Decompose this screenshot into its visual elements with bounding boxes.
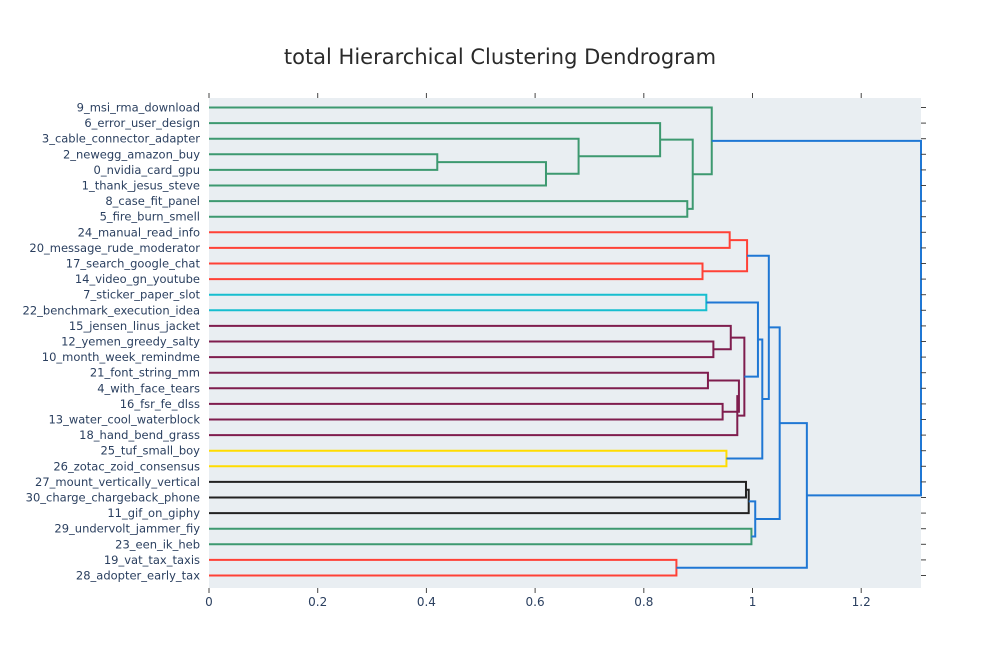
- leaf-label: 23_een_ik_heb: [115, 537, 200, 551]
- dendrogram-link: [209, 371, 709, 390]
- dendrogram-link: [702, 239, 749, 273]
- leaf-label: 10_month_week_remindme: [42, 350, 200, 364]
- leaf-label: 16_fsr_fe_dlss: [120, 397, 200, 411]
- dendrogram-links: [209, 106, 922, 577]
- leaf-label: 17_search_google_chat: [66, 257, 201, 271]
- leaf-label: 26_zotac_zoid_consensus: [53, 459, 200, 473]
- dendrogram-link: [209, 106, 713, 176]
- leaf-label: 14_video_gn_youtube: [75, 272, 200, 286]
- leaf-label: 1_thank_jesus_steve: [82, 179, 200, 193]
- leaf-label: 8_case_fit_panel: [105, 194, 200, 208]
- leaf-label: 6_error_user_design: [84, 116, 200, 130]
- leaf-label: 19_vat_tax_taxis: [104, 553, 200, 567]
- dendrogram-link: [711, 139, 922, 497]
- plot-background: [209, 98, 921, 588]
- leaf-label: 12_yemen_greedy_salty: [61, 335, 200, 349]
- x-tick-label: 1.2: [852, 595, 871, 609]
- dendrogram-link: [209, 200, 689, 218]
- leaf-label: 4_with_face_tears: [97, 381, 200, 395]
- x-tick-label: 0.8: [634, 595, 653, 609]
- leaf-label: 30_charge_chargeback_phone: [26, 491, 200, 505]
- chart-title: total Hierarchical Clustering Dendrogram: [284, 45, 716, 69]
- leaf-label: 20_message_rude_moderator: [29, 241, 200, 255]
- leaf-label: 11_gif_on_giphy: [107, 506, 200, 520]
- leaf-label: 18_hand_bend_grass: [79, 428, 200, 442]
- x-tick-label: 0.6: [526, 595, 545, 609]
- dendrogram-link: [209, 161, 547, 187]
- leaf-label: 2_newegg_amazon_buy: [63, 147, 200, 161]
- leaf-label: 24_manual_read_info: [78, 225, 200, 239]
- dendrogram-link: [209, 395, 739, 437]
- x-axis-ticks: 0 0.2 0.4 0.6 0.8 1 1.2: [205, 93, 871, 609]
- x-tick-label: 0: [205, 595, 213, 609]
- leaf-label: 25_tuf_small_boy: [100, 444, 200, 458]
- leaf-label: 28_adopter_early_tax: [76, 569, 200, 583]
- leaf-label: 0_nvidia_card_gpu: [94, 163, 200, 177]
- dendrogram-link: [660, 138, 694, 210]
- leaf-label: 9_msi_rma_download: [77, 101, 200, 115]
- leaf-label: 7_sticker_paper_slot: [83, 288, 200, 302]
- x-tick-label: 1: [749, 595, 757, 609]
- leaf-label: 22_benchmark_execution_idea: [23, 303, 200, 317]
- dendrogram-link: [209, 402, 724, 421]
- leaf-label: 29_undervolt_jammer_fiy: [54, 522, 200, 536]
- x-tick-label: 0.4: [417, 595, 436, 609]
- leaf-label: 15_jensen_linus_jacket: [69, 319, 201, 333]
- leaf-label: 27_mount_vertically_vertical: [35, 475, 200, 489]
- leaf-label: 21_font_string_mm: [90, 366, 200, 380]
- dendrogram-link: [209, 480, 747, 499]
- dendrogram-link: [209, 262, 704, 281]
- leaf-label: 5_fire_burn_smell: [100, 210, 200, 224]
- dendrogram-link: [209, 527, 753, 546]
- leaf-label: 13_water_cool_waterblock: [48, 413, 200, 427]
- x-tick-label: 0.2: [308, 595, 327, 609]
- leaf-label: 3_cable_connector_adapter: [42, 132, 200, 146]
- dendrogram-link: [707, 379, 740, 413]
